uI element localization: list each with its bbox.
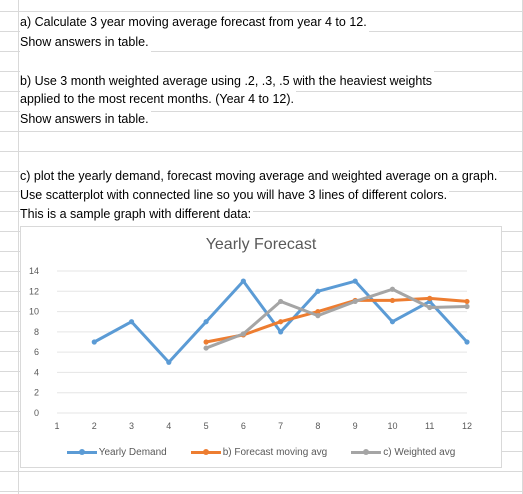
data-point	[203, 319, 209, 325]
series-line-2	[205, 287, 468, 350]
data-point	[389, 297, 396, 304]
x-tick-label: 8	[315, 421, 320, 431]
legend-label: c) Weighted avg	[383, 446, 456, 458]
instruction-c-line2[interactable]: Use scatterplot with connected line so y…	[20, 185, 450, 205]
data-point	[427, 295, 433, 301]
data-point	[464, 303, 470, 310]
legend-swatch	[66, 447, 97, 457]
data-point	[352, 298, 358, 305]
data-point	[91, 339, 97, 345]
data-point	[240, 331, 246, 337]
legend-swatch	[190, 447, 221, 457]
data-point	[464, 339, 470, 345]
instruction-c-line1[interactable]: c) plot the yearly demand, forecast movi…	[20, 166, 500, 186]
y-tick-label: 8	[34, 327, 39, 337]
x-tick-label: 7	[278, 421, 283, 431]
data-point	[315, 313, 321, 319]
legend-swatch	[351, 447, 382, 457]
instruction-b-line3[interactable]: Show answers in table.	[20, 109, 151, 129]
y-tick-label: 12	[29, 286, 39, 296]
y-tick-label: 0	[34, 408, 39, 418]
legend-label: Yearly Demand	[98, 446, 167, 458]
y-tick-label: 4	[34, 367, 39, 377]
instruction-b-line2[interactable]: applied to the most recent months. (Year…	[20, 89, 296, 109]
y-tick-label: 10	[29, 307, 39, 317]
legend-item: c) Weighted avg	[351, 444, 455, 460]
x-tick-label: 2	[92, 421, 97, 431]
y-tick-label: 2	[34, 388, 39, 398]
chart-title: Yearly Forecast	[205, 236, 317, 253]
yearly-forecast-chart[interactable]: Yearly Forecast 0 2 4 6 8 10 12 14 1 2 3 4 5 6 7 8 9 10 11…	[20, 226, 502, 468]
y-tick-label: 14	[29, 266, 39, 276]
data-point	[464, 298, 470, 305]
x-tick-label: 10	[387, 421, 397, 431]
instruction-b-line1[interactable]: b) Use 3 month weighted average using .2…	[20, 71, 435, 91]
series-line-1	[205, 296, 468, 344]
data-point	[389, 319, 396, 325]
data-point	[240, 278, 246, 284]
data-point	[128, 319, 135, 325]
data-point	[278, 298, 284, 305]
x-tick-label: 12	[462, 421, 472, 431]
chart-legend: Yearly Demand b) Forecast moving avg c) We…	[21, 444, 501, 460]
instruction-a-line2[interactable]: Show answers in table.	[20, 32, 151, 52]
data-point	[278, 319, 284, 325]
instruction-c-line3[interactable]: This is a sample graph with different da…	[20, 204, 254, 224]
y-tick-label: 6	[34, 347, 39, 357]
legend-label: b) Forecast moving avg	[222, 446, 328, 458]
data-point	[315, 288, 321, 294]
data-point	[203, 345, 209, 351]
x-tick-label: 1	[54, 421, 59, 431]
legend-item: Yearly Demand	[66, 444, 167, 460]
data-point	[389, 286, 396, 292]
data-point	[352, 278, 358, 284]
x-tick-label: 6	[241, 421, 246, 431]
x-tick-label: 3	[129, 421, 134, 431]
data-point	[278, 329, 284, 335]
x-tick-label: 9	[353, 421, 358, 431]
x-tick-label: 4	[166, 421, 171, 431]
column-divider	[18, 0, 19, 494]
data-point	[166, 359, 172, 365]
data-point	[427, 304, 433, 311]
data-point	[315, 308, 321, 315]
instruction-a-line1[interactable]: a) Calculate 3 year moving average forec…	[20, 12, 369, 32]
legend-item: b) Forecast moving avg	[190, 444, 328, 460]
x-tick-label: 5	[204, 421, 209, 431]
data-point	[203, 339, 209, 345]
x-tick-label: 11	[425, 421, 434, 431]
